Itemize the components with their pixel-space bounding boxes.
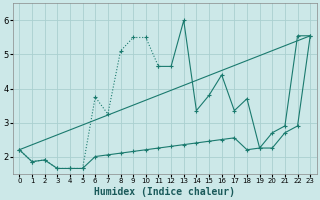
X-axis label: Humidex (Indice chaleur): Humidex (Indice chaleur)	[94, 186, 235, 197]
